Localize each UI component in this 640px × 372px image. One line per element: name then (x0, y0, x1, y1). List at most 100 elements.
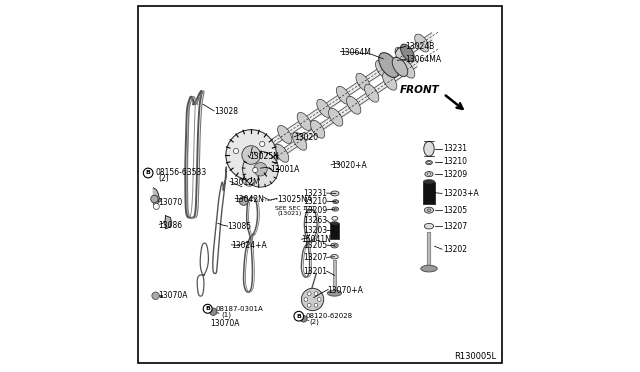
Text: 13025N: 13025N (250, 152, 279, 161)
Ellipse shape (401, 60, 415, 78)
Text: (2): (2) (158, 174, 169, 183)
Text: SEE SEC 120: SEE SEC 120 (275, 206, 315, 211)
Circle shape (203, 304, 212, 313)
Text: 13028: 13028 (214, 107, 238, 116)
Ellipse shape (278, 125, 292, 144)
Text: 13020: 13020 (294, 133, 318, 142)
Circle shape (307, 292, 311, 295)
Text: FRONT: FRONT (400, 86, 440, 95)
Ellipse shape (424, 223, 434, 229)
Ellipse shape (392, 57, 408, 77)
Circle shape (243, 151, 278, 187)
Circle shape (294, 311, 303, 321)
Text: 13203+A: 13203+A (443, 189, 479, 198)
Text: (13021): (13021) (277, 211, 301, 217)
Ellipse shape (330, 222, 339, 225)
Text: 13024B: 13024B (406, 42, 435, 51)
Bar (330, 223, 339, 239)
Text: 13012M: 13012M (229, 178, 259, 187)
Ellipse shape (335, 201, 337, 202)
Ellipse shape (424, 180, 435, 183)
Ellipse shape (365, 84, 379, 102)
Ellipse shape (376, 60, 390, 78)
Ellipse shape (310, 120, 324, 138)
Polygon shape (154, 188, 159, 205)
Ellipse shape (317, 99, 331, 117)
Ellipse shape (428, 173, 431, 175)
Circle shape (151, 195, 158, 203)
Text: (1): (1) (221, 311, 232, 318)
Circle shape (314, 304, 318, 307)
Text: 13025NA: 13025NA (277, 195, 312, 203)
Ellipse shape (346, 96, 361, 114)
Ellipse shape (275, 144, 289, 162)
Text: 13207: 13207 (443, 222, 467, 231)
Text: 13205: 13205 (303, 241, 328, 250)
Ellipse shape (425, 171, 433, 177)
Circle shape (152, 292, 159, 299)
Text: 13064M: 13064M (340, 48, 371, 57)
Circle shape (300, 315, 307, 322)
Circle shape (301, 288, 324, 311)
Ellipse shape (292, 132, 307, 150)
Ellipse shape (239, 151, 253, 170)
Ellipse shape (297, 112, 312, 131)
Text: 13263: 13263 (303, 216, 328, 225)
Text: 13209: 13209 (303, 206, 328, 215)
Circle shape (253, 167, 258, 173)
Ellipse shape (395, 47, 410, 65)
Ellipse shape (334, 208, 337, 210)
Text: 08187-0301A: 08187-0301A (215, 306, 263, 312)
Text: 13001A: 13001A (270, 165, 299, 174)
Circle shape (239, 196, 248, 205)
Text: B: B (296, 314, 301, 319)
Ellipse shape (333, 244, 337, 247)
Ellipse shape (424, 141, 434, 156)
Ellipse shape (328, 108, 343, 126)
Text: 13207: 13207 (303, 253, 328, 262)
Ellipse shape (426, 161, 433, 165)
Circle shape (317, 298, 321, 301)
Ellipse shape (424, 207, 434, 213)
Text: 13231: 13231 (443, 144, 467, 153)
Circle shape (234, 148, 239, 154)
Ellipse shape (427, 209, 431, 211)
Ellipse shape (333, 200, 339, 203)
Text: 13070A: 13070A (211, 319, 240, 328)
Circle shape (260, 141, 265, 147)
Text: 13205: 13205 (443, 206, 467, 215)
Circle shape (209, 308, 217, 315)
Ellipse shape (328, 290, 342, 296)
Text: 13201: 13201 (303, 267, 328, 276)
Text: 13203: 13203 (303, 226, 328, 235)
Ellipse shape (383, 72, 397, 90)
Ellipse shape (337, 86, 351, 104)
Text: 13070+A: 13070+A (328, 286, 364, 295)
Polygon shape (165, 216, 172, 229)
Text: 13202: 13202 (443, 245, 467, 254)
Text: 13024+A: 13024+A (231, 241, 266, 250)
Text: (2): (2) (310, 318, 319, 325)
Circle shape (154, 203, 159, 209)
Text: 13209: 13209 (443, 170, 467, 179)
Ellipse shape (379, 53, 399, 77)
Ellipse shape (331, 254, 338, 259)
Text: B: B (205, 306, 210, 311)
Text: 08120-62028: 08120-62028 (305, 313, 352, 319)
Ellipse shape (258, 138, 273, 157)
Circle shape (307, 304, 311, 307)
Text: 13086: 13086 (158, 221, 182, 230)
Ellipse shape (257, 156, 271, 174)
Ellipse shape (415, 34, 429, 52)
Text: 13020+A: 13020+A (331, 161, 367, 170)
Ellipse shape (331, 191, 339, 196)
Text: R130005L: R130005L (454, 352, 497, 361)
Ellipse shape (331, 243, 338, 248)
Ellipse shape (421, 265, 437, 272)
Ellipse shape (332, 217, 338, 220)
Text: 13070: 13070 (158, 198, 182, 207)
Text: 13210: 13210 (303, 197, 328, 206)
Ellipse shape (356, 73, 370, 91)
Ellipse shape (428, 161, 430, 164)
Circle shape (143, 168, 153, 178)
